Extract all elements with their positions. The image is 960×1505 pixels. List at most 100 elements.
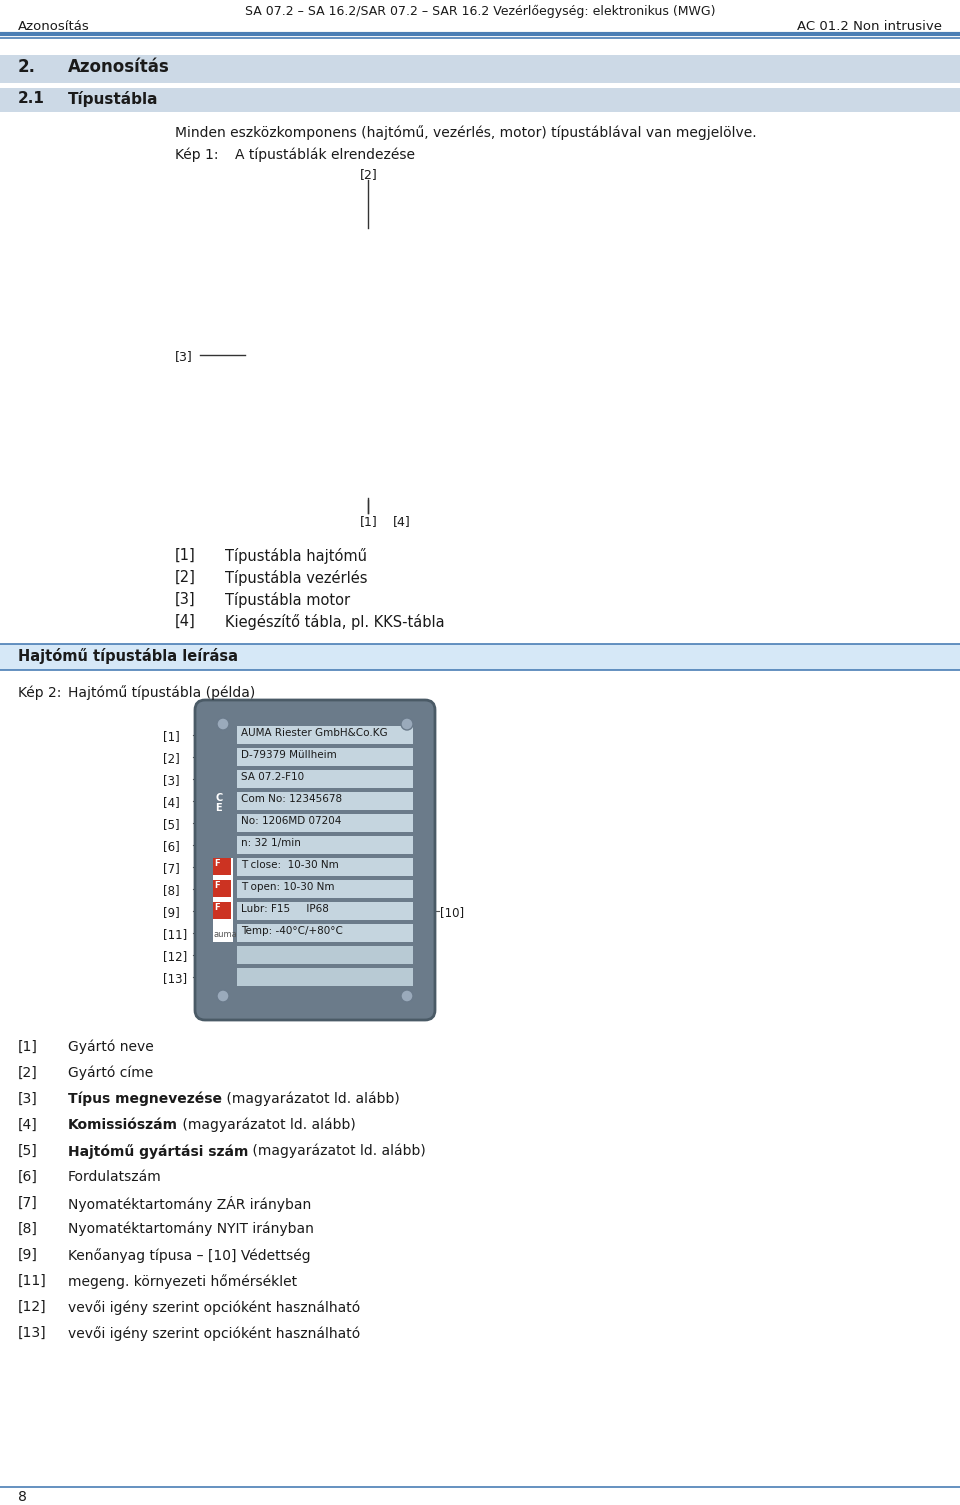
Text: (magyarázatot ld. alább): (magyarázatot ld. alább) xyxy=(178,1118,356,1132)
Bar xyxy=(213,901,231,920)
Text: [1]: [1] xyxy=(163,730,180,743)
FancyBboxPatch shape xyxy=(195,700,435,1020)
Text: [4]: [4] xyxy=(163,796,180,810)
Text: F: F xyxy=(214,859,220,868)
Text: Temp: -40°C/+80°C: Temp: -40°C/+80°C xyxy=(241,926,343,936)
Text: Típustábla hajtómű: Típustábla hajtómű xyxy=(225,548,367,564)
Text: Hajtómű gyártási szám: Hajtómű gyártási szám xyxy=(68,1144,249,1159)
Text: Kenőanyag típusa – [10] Védettség: Kenőanyag típusa – [10] Védettség xyxy=(68,1248,311,1263)
Text: 2.: 2. xyxy=(18,59,36,75)
Text: [2]: [2] xyxy=(360,169,377,181)
Bar xyxy=(213,858,231,874)
Text: Típustábla: Típustábla xyxy=(68,90,158,107)
Text: [13]: [13] xyxy=(163,972,187,984)
Text: [3]: [3] xyxy=(175,351,193,363)
Text: [6]: [6] xyxy=(18,1169,37,1184)
Text: [12]: [12] xyxy=(18,1300,47,1314)
Text: No: 1206MD 07204: No: 1206MD 07204 xyxy=(241,816,342,826)
Text: [7]: [7] xyxy=(18,1196,37,1210)
Text: (magyarázatot ld. alább): (magyarázatot ld. alább) xyxy=(249,1144,426,1159)
Text: [9]: [9] xyxy=(163,906,180,920)
Text: Lubr: F15     IP68: Lubr: F15 IP68 xyxy=(241,905,329,914)
Text: Gyártó címe: Gyártó címe xyxy=(68,1066,154,1081)
Text: [5]: [5] xyxy=(18,1144,37,1157)
Text: E: E xyxy=(215,804,222,813)
Text: Nyomatéktartomány ZÁR irányban: Nyomatéktartomány ZÁR irányban xyxy=(68,1196,311,1212)
Text: vevői igény szerint opcióként használható: vevői igény szerint opcióként használhat… xyxy=(68,1300,360,1315)
Text: (magyarázatot ld. alább): (magyarázatot ld. alább) xyxy=(222,1093,399,1106)
Bar xyxy=(213,880,231,897)
Text: AC 01.2 Non intrusive: AC 01.2 Non intrusive xyxy=(797,20,942,33)
Text: Hajtómű típustábla (példa): Hajtómű típustábla (példa) xyxy=(68,685,255,700)
Text: [5]: [5] xyxy=(163,819,180,831)
Text: Kiegészítő tábla, pl. KKS-tábla: Kiegészítő tábla, pl. KKS-tábla xyxy=(225,614,444,631)
Bar xyxy=(237,725,413,743)
Text: [2]: [2] xyxy=(18,1066,37,1081)
Text: [1]: [1] xyxy=(18,1040,37,1054)
Bar xyxy=(237,880,413,898)
Bar xyxy=(237,814,413,832)
Text: A típustáblák elrendezése: A típustáblák elrendezése xyxy=(235,147,415,163)
Text: [7]: [7] xyxy=(163,862,180,874)
Bar xyxy=(237,901,413,920)
Text: SA 07.2-F10: SA 07.2-F10 xyxy=(241,772,304,783)
Text: [12]: [12] xyxy=(163,950,187,963)
Text: auma: auma xyxy=(213,930,237,939)
Text: [2]: [2] xyxy=(175,570,196,585)
Text: F: F xyxy=(214,903,220,912)
Text: [4]: [4] xyxy=(175,614,196,629)
Bar xyxy=(237,792,413,810)
Text: 2.1: 2.1 xyxy=(18,90,45,105)
Circle shape xyxy=(401,990,413,1002)
Bar xyxy=(237,748,413,766)
Text: vevői igény szerint opcióként használható: vevői igény szerint opcióként használhat… xyxy=(68,1326,360,1341)
Text: [1]: [1] xyxy=(360,515,377,528)
Text: megeng. környezeti hőmérséklet: megeng. környezeti hőmérséklet xyxy=(68,1275,298,1288)
Text: [4]: [4] xyxy=(393,515,411,528)
Text: [3]: [3] xyxy=(175,591,196,607)
Text: T open: 10-30 Nm: T open: 10-30 Nm xyxy=(241,882,334,892)
Text: Nyomatéktartomány NYIT irányban: Nyomatéktartomány NYIT irányban xyxy=(68,1222,314,1237)
Bar xyxy=(237,771,413,789)
Text: Kép 1:: Kép 1: xyxy=(175,147,219,163)
Bar xyxy=(237,858,413,876)
Text: [9]: [9] xyxy=(18,1248,37,1263)
Text: T close:  10-30 Nm: T close: 10-30 Nm xyxy=(241,859,339,870)
Circle shape xyxy=(217,718,229,730)
Text: Minden eszközkomponens (hajtómű, vezérlés, motor) típustáblával van megjelölve.: Minden eszközkomponens (hajtómű, vezérlé… xyxy=(175,125,756,140)
Text: [11]: [11] xyxy=(18,1275,47,1288)
Text: [11]: [11] xyxy=(163,929,187,941)
Text: [13]: [13] xyxy=(18,1326,47,1339)
Text: AUMA Riester GmbH&Co.KG: AUMA Riester GmbH&Co.KG xyxy=(241,728,388,737)
Text: [3]: [3] xyxy=(18,1093,37,1106)
Text: Komissiószám: Komissiószám xyxy=(68,1118,178,1132)
Text: Típustábla vezérlés: Típustábla vezérlés xyxy=(225,570,368,585)
Text: Gyártó neve: Gyártó neve xyxy=(68,1040,154,1055)
Text: [10]: [10] xyxy=(440,906,464,920)
Text: Hajtómű típustábla leírása: Hajtómű típustábla leírása xyxy=(18,649,238,664)
Text: Fordulatszám: Fordulatszám xyxy=(68,1169,161,1184)
Text: Azonosítás: Azonosítás xyxy=(68,59,170,75)
Circle shape xyxy=(217,990,229,1002)
Text: [8]: [8] xyxy=(18,1222,37,1236)
Text: 8: 8 xyxy=(18,1490,27,1503)
Text: [4]: [4] xyxy=(18,1118,37,1132)
Text: [2]: [2] xyxy=(163,752,180,765)
Text: SA 07.2 – SA 16.2/SAR 07.2 – SAR 16.2 Vezérlőegység: elektronikus (MWG): SA 07.2 – SA 16.2/SAR 07.2 – SAR 16.2 Ve… xyxy=(245,5,715,18)
Circle shape xyxy=(401,718,413,730)
Text: Com No: 12345678: Com No: 12345678 xyxy=(241,795,342,804)
Text: [6]: [6] xyxy=(163,840,180,853)
Bar xyxy=(237,924,413,942)
Text: [1]: [1] xyxy=(175,548,196,563)
Text: [3]: [3] xyxy=(163,774,180,787)
Bar xyxy=(0,56,960,83)
Bar xyxy=(213,858,233,942)
Text: [8]: [8] xyxy=(163,883,180,897)
Bar xyxy=(0,644,960,670)
Text: Típus megnevezése: Típus megnevezése xyxy=(68,1093,222,1106)
Text: F: F xyxy=(214,880,220,889)
Bar xyxy=(237,835,413,853)
Text: D-79379 Müllheim: D-79379 Müllheim xyxy=(241,749,337,760)
Text: Kép 2:: Kép 2: xyxy=(18,685,61,700)
Text: Azonosítás: Azonosítás xyxy=(18,20,89,33)
